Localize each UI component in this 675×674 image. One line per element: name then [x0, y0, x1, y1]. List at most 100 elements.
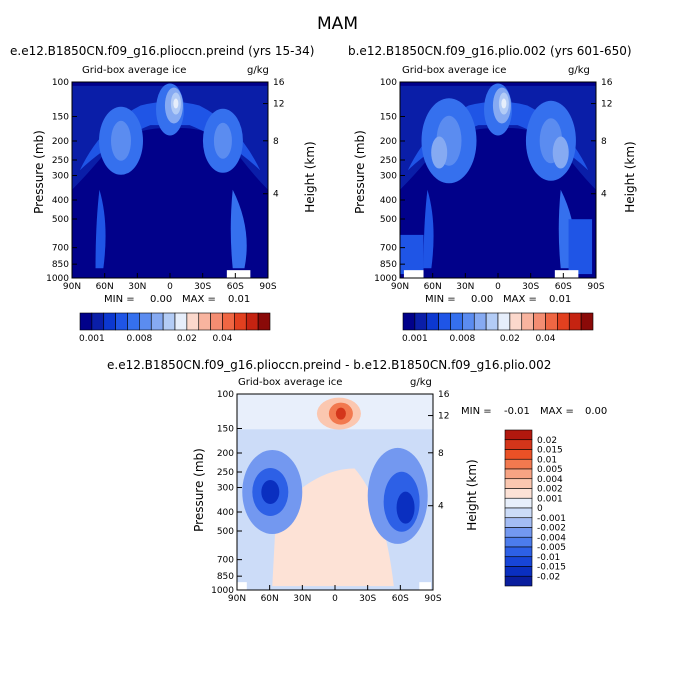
y2-tick-label: 12	[438, 412, 449, 422]
x-tick-label: 90S	[424, 594, 441, 604]
colorbar-swatch	[198, 312, 211, 331]
colorbar-swatch	[504, 517, 533, 528]
y-tick-label: 1000	[211, 586, 234, 596]
colorbar-label: -0.004	[537, 533, 566, 543]
colorbar-swatch	[162, 312, 176, 331]
panel1-max: 0.01	[228, 294, 251, 305]
y-tick-label: 150	[217, 425, 234, 435]
y-tick-label: 250	[380, 156, 397, 166]
colorbar-swatch	[497, 312, 511, 331]
colorbar-label: -0.002	[537, 524, 566, 534]
y-tick-label: 300	[380, 172, 397, 182]
panel1-units: g/kg	[247, 65, 269, 76]
x-tick-label: 0	[495, 282, 501, 292]
negative-lobe-north-core	[261, 480, 280, 504]
panel3-title: e.e12.B1850CN.f09_g16.plioccn.preind - b…	[107, 358, 552, 372]
panel2-title: b.e12.B1850CN.f09_g16.plio.002 (yrs 601-…	[348, 44, 632, 58]
y2-tick-label: 4	[273, 190, 279, 200]
colorbar-label: 0.001	[79, 334, 105, 344]
panel3-max-label: MAX =	[540, 406, 574, 417]
x-tick-label: 30N	[456, 282, 474, 292]
x-tick-label: 60N	[424, 282, 442, 292]
x-tick-label: 60S	[227, 282, 244, 292]
y-tick-label: 1000	[374, 274, 397, 284]
colorbar-swatch	[222, 312, 235, 331]
y2-tick-label: 16	[438, 390, 450, 400]
colorbar-swatch	[462, 312, 475, 331]
tropical-max-peak	[501, 98, 507, 109]
colorbar-label: 0.001	[402, 334, 428, 344]
y2-tick-label: 8	[601, 137, 607, 147]
colorbar-label: -0.005	[537, 543, 566, 553]
colorbar-swatch	[139, 312, 152, 331]
panel3-ylabel: Pressure (mb)	[192, 448, 206, 532]
colorbar-swatch	[402, 312, 416, 331]
colorbar-swatch	[504, 429, 533, 441]
x-tick-label: 90N	[228, 594, 246, 604]
y-tick-label: 500	[380, 215, 397, 225]
panel1-max-label: MAX =	[182, 294, 216, 305]
colorbar-swatch	[115, 312, 128, 331]
surface-mask-north	[403, 270, 424, 278]
panel2-y2label: Height (km)	[623, 141, 637, 213]
x-tick-label: 30N	[293, 594, 311, 604]
panel3-units: g/kg	[410, 377, 432, 388]
colorbar-label: 0	[537, 504, 543, 514]
colorbar-label: 0.02	[177, 334, 197, 344]
y-tick-label: 500	[217, 527, 234, 537]
surface-mask	[226, 270, 251, 278]
y-tick-label: 100	[217, 390, 234, 400]
chart-1-field	[72, 82, 268, 278]
colorbar-swatch	[521, 312, 534, 331]
colorbar-label: 0.001	[537, 494, 563, 504]
surface-mask-north	[237, 582, 247, 590]
y2-tick-label: 12	[601, 100, 612, 110]
colorbar-swatch	[485, 312, 499, 331]
ice-lobe-north-core	[111, 120, 131, 161]
y2-tick-label: 16	[273, 78, 285, 88]
colorbar-swatch	[504, 566, 533, 577]
colorbar-swatch	[504, 546, 533, 558]
colorbar-label: -0.01	[537, 553, 560, 563]
ice-lobe-north-inner	[431, 136, 448, 169]
colorbar-swatch	[473, 312, 487, 331]
colorbar-swatch	[504, 439, 533, 450]
y-tick-label: 700	[380, 244, 397, 254]
x-tick-label: 30S	[194, 282, 211, 292]
y-tick-label: 400	[380, 196, 397, 206]
colorbar-swatch	[504, 536, 533, 548]
x-tick-label: 60S	[392, 594, 409, 604]
colorbar-label: 0.04	[535, 334, 555, 344]
panel2-units: g/kg	[568, 65, 590, 76]
y-tick-label: 850	[217, 572, 234, 582]
page-title: MAM	[317, 14, 358, 34]
surface-mask	[419, 582, 432, 590]
ice-column-south	[230, 189, 247, 269]
colorbar-swatch	[79, 312, 93, 331]
panel2-max: 0.01	[549, 294, 572, 305]
y-tick-label: 100	[52, 78, 69, 88]
panel2-min: 0.00	[471, 294, 494, 305]
colorbar-swatch	[504, 527, 533, 538]
y-tick-label: 400	[52, 196, 69, 206]
colorbar-swatch	[150, 312, 164, 331]
colorbar-swatch	[580, 312, 594, 331]
chart-2-axes: 100 150 200 250 300 400 500 700 850 1000 16 12 8 4 90N…	[374, 78, 613, 292]
x-tick-label: 60N	[261, 594, 279, 604]
colorbar-swatch	[509, 312, 523, 331]
surface-mask	[554, 270, 579, 278]
colorbar-swatch	[414, 312, 428, 331]
tropical-positive-core	[335, 407, 346, 420]
colorbar-label: 0.008	[126, 334, 152, 344]
panel3-min-label: MIN =	[461, 406, 492, 417]
panel1-min-label: MIN =	[104, 294, 135, 305]
x-tick-label: 30N	[128, 282, 146, 292]
colorbar-label: -0.001	[537, 514, 566, 524]
x-tick-label: 90N	[391, 282, 409, 292]
colorbar-swatch	[257, 312, 271, 331]
y-tick-label: 200	[52, 137, 69, 147]
ice-patch-antarctic	[568, 219, 593, 275]
y-tick-label: 400	[217, 508, 234, 518]
y-tick-label: 200	[380, 137, 397, 147]
